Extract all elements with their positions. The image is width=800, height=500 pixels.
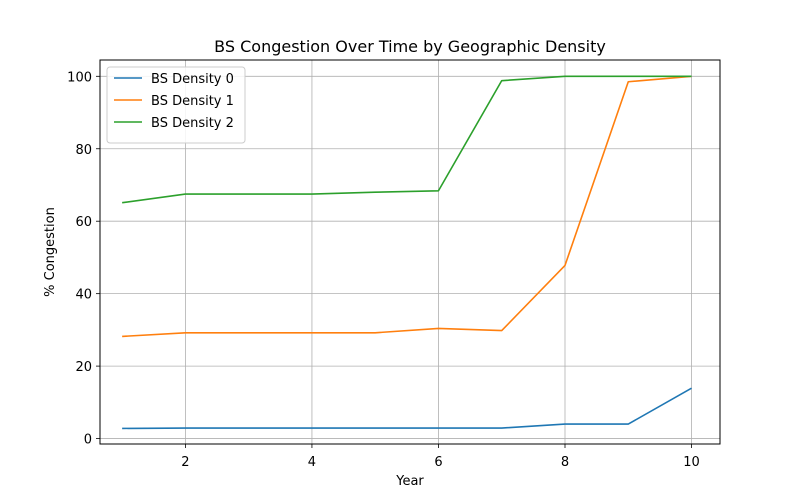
series-line-bs-density-2 <box>122 75 692 204</box>
legend-entry-label: BS Density 2 <box>151 116 234 131</box>
y-axis-label: % Congestion <box>43 207 58 297</box>
x-tick-label: 2 <box>181 455 189 470</box>
chart-title: BS Congestion Over Time by Geographic De… <box>214 37 606 56</box>
legend-box <box>106 66 246 144</box>
y-tick-label: 20 <box>75 360 92 375</box>
series-line-bs-density-0 <box>122 387 692 430</box>
chart-legend: BS Density 0 BS Density 1 BS Density 2 <box>106 66 246 144</box>
x-tick-label: 4 <box>308 455 316 470</box>
x-axis-label: Year <box>395 474 424 489</box>
x-tick-label: 8 <box>561 455 569 470</box>
series-line-bs-density-1 <box>122 75 692 338</box>
plot-area-frame <box>99 59 721 445</box>
y-tick-label: 80 <box>75 143 92 158</box>
y-tick-label: 40 <box>75 288 92 303</box>
y-tick-label: 100 <box>67 70 92 85</box>
legend-entry-label: BS Density 1 <box>151 94 234 109</box>
series-lines <box>122 75 692 430</box>
x-tick-label: 10 <box>683 455 700 470</box>
legend-entry-label: BS Density 0 <box>151 72 234 87</box>
y-tick-label: 60 <box>75 215 92 230</box>
y-tick-label: 0 <box>84 433 92 448</box>
x-tick-label: 6 <box>434 455 442 470</box>
